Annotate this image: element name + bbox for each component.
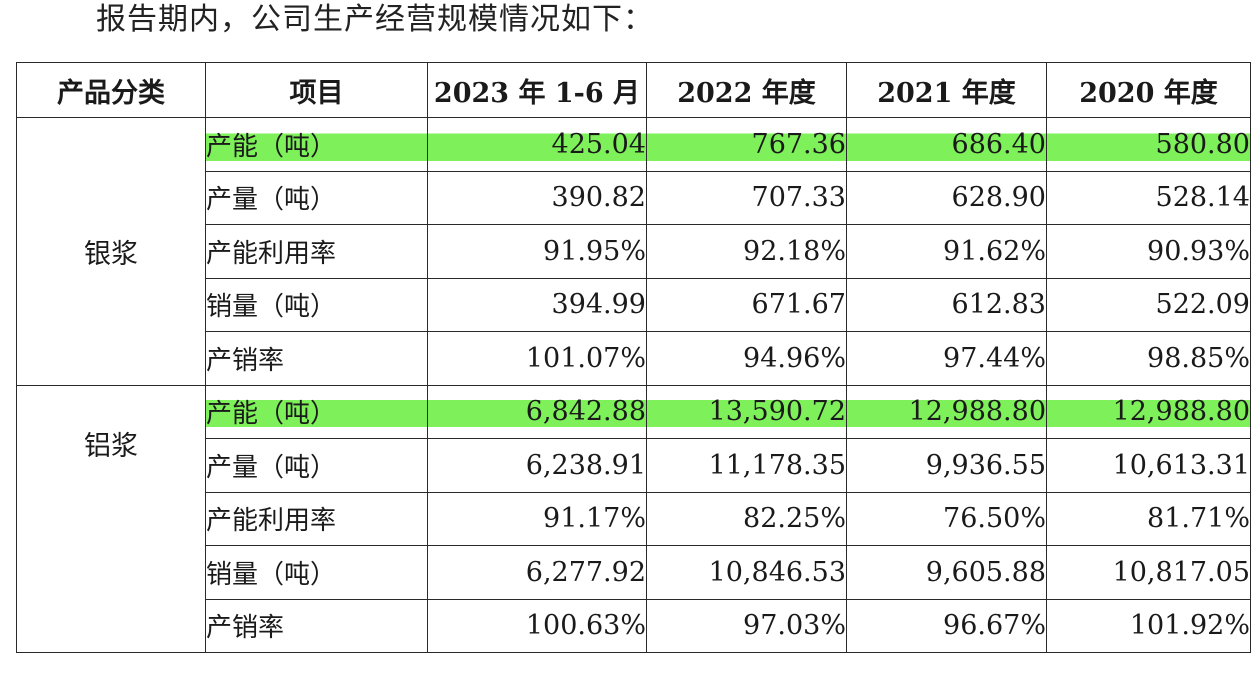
item-cell: 产量（吨） [205,170,428,225]
production-scale-table: 产品分类 项目 2023 年 1-6 月 2022 年度 2021 年度 202… [16,62,1251,653]
value-cell: 671.67 [646,277,847,332]
value-cell: 10,613.31 [1046,438,1251,493]
category-cell: 铝浆 [16,384,206,653]
value-cell: 612.83 [846,277,1047,332]
value-cell: 96.67% [846,598,1047,653]
item-cell: 产能（吨） [205,384,428,439]
intro-text: 报告期内，公司生产经营规模情况如下： [96,2,654,37]
value-cell: 98.85% [1046,331,1251,386]
value-cell: 90.93% [1046,224,1251,279]
category-cell: 银浆 [16,117,206,386]
table-row: 产销率 101.07% 94.96% 97.44% 98.85% [17,331,1251,386]
table-row: 产销率 100.63% 97.03% 96.67% 101.92% [17,598,1251,653]
item-cell: 产能（吨） [205,117,428,172]
value-cell: 100.63% [427,598,647,653]
value-cell: 10,846.53 [646,545,847,600]
value-cell: 6,238.91 [427,438,647,493]
header-item: 项目 [205,62,428,118]
header-2020: 2020 年度 [1046,62,1251,118]
value-cell: 91.62% [846,224,1047,279]
value-cell: 13,590.72 [646,384,847,439]
value-cell: 76.50% [846,491,1047,546]
value-cell: 101.07% [427,331,647,386]
value-cell: 707.33 [646,170,847,225]
item-cell: 销量（吨） [205,277,428,332]
value-cell: 425.04 [427,117,647,172]
value-cell: 9,936.55 [846,438,1047,493]
value-cell: 580.80 [1046,117,1251,172]
value-cell: 686.40 [846,117,1047,172]
value-cell: 767.36 [646,117,847,172]
item-cell: 产销率 [205,331,428,386]
table-row: 销量（吨） 6,277.92 10,846.53 9,605.88 10,817.05 [17,545,1251,600]
header-2021: 2021 年度 [846,62,1047,118]
value-cell: 528.14 [1046,170,1251,225]
header-2023h1: 2023 年 1-6 月 [427,62,647,118]
value-cell: 92.18% [646,224,847,279]
value-cell: 91.95% [427,224,647,279]
value-cell: 101.92% [1046,598,1251,653]
value-cell: 10,817.05 [1046,545,1251,600]
table-row: 销量（吨） 394.99 671.67 612.83 522.09 [17,277,1251,332]
value-cell: 97.03% [646,598,847,653]
header-2022: 2022 年度 [646,62,847,118]
table-header-row: 产品分类 项目 2023 年 1-6 月 2022 年度 2021 年度 202… [16,62,1251,118]
value-cell: 82.25% [646,491,847,546]
table-row: 铝浆 产能（吨） 6,842.88 13,590.72 12,988.80 12,988.… [16,384,1251,653]
table-row: 银浆 产能（吨） 425.04 767.36 686.40 580.80 [16,117,1251,386]
table-row: 产能利用率 91.17% 82.25% 76.50% 81.71% [17,491,1251,546]
item-cell: 产能利用率 [205,491,428,546]
value-cell: 91.17% [427,491,647,546]
value-cell: 522.09 [1046,277,1251,332]
item-cell: 销量（吨） [205,545,428,600]
item-cell: 产能利用率 [205,224,428,279]
item-cell: 产量（吨） [205,438,428,493]
value-cell: 394.99 [427,277,647,332]
header-category: 产品分类 [16,62,206,118]
value-cell: 12,988.80 [1046,384,1251,439]
table-row: 产量（吨） 6,238.91 11,178.35 9,936.55 10,613.31 [17,438,1251,493]
value-cell: 628.90 [846,170,1047,225]
value-cell: 6,277.92 [427,545,647,600]
item-cell: 产销率 [205,598,428,653]
value-cell: 390.82 [427,170,647,225]
value-cell: 9,605.88 [846,545,1047,600]
value-cell: 94.96% [646,331,847,386]
value-cell: 97.44% [846,331,1047,386]
table-row: 产能利用率 91.95% 92.18% 91.62% 90.93% [17,224,1251,279]
value-cell: 12,988.80 [846,384,1047,439]
value-cell: 11,178.35 [646,438,847,493]
value-cell: 6,842.88 [427,384,647,439]
value-cell: 81.71% [1046,491,1251,546]
